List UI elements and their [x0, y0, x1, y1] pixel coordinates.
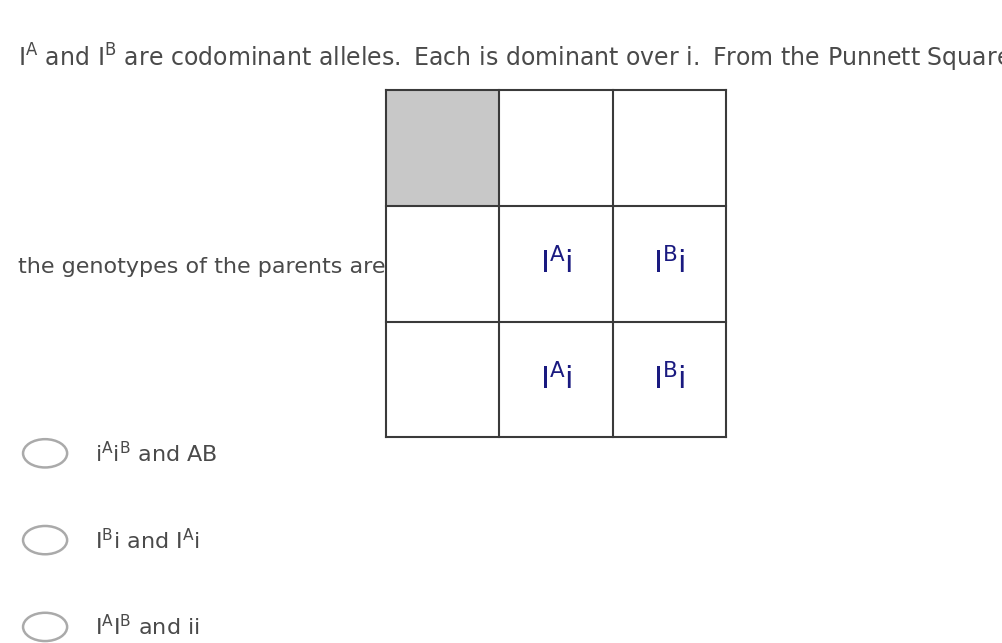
Text: $\mathdefault{I}^{\mathdefault{A}}\mathdefault{i}$: $\mathdefault{I}^{\mathdefault{A}}\mathd…: [540, 363, 572, 395]
Text: $\mathrm{I}^{\mathrm{A}}\mathrm{I}^{\mathrm{B}}\ \mathrm{and\ ii}$: $\mathrm{I}^{\mathrm{A}}\mathrm{I}^{\mat…: [95, 614, 199, 640]
Text: $\mathdefault{I}^{\mathdefault{B}}\mathdefault{i}$: $\mathdefault{I}^{\mathdefault{B}}\mathd…: [653, 363, 686, 395]
Text: the genotypes of the parents are: the genotypes of the parents are: [18, 257, 386, 277]
Bar: [386, 90, 499, 206]
Text: $\mathdefault{I}^{\mathdefault{B}}\mathdefault{i}$: $\mathdefault{I}^{\mathdefault{B}}\mathd…: [653, 248, 686, 280]
Text: $\mathrm{i}^{\mathrm{A}}\mathrm{i}^{\mathrm{B}}\ \mathrm{and\ AB}$: $\mathrm{i}^{\mathrm{A}}\mathrm{i}^{\mat…: [95, 440, 217, 466]
Text: $\mathrm{I}^{\mathrm{A}}\ \mathrm{and}\ \mathrm{I}^{\mathrm{B}}\ \mathrm{are\ co: $\mathrm{I}^{\mathrm{A}}\ \mathrm{and}\ …: [18, 42, 1002, 74]
Text: $\mathdefault{I}^{\mathdefault{A}}\mathdefault{i}$: $\mathdefault{I}^{\mathdefault{A}}\mathd…: [540, 248, 572, 280]
Text: $\mathrm{I}^{\mathrm{B}}\mathrm{i\ and\ I}^{\mathrm{A}}\mathrm{i}$: $\mathrm{I}^{\mathrm{B}}\mathrm{i\ and\ …: [95, 527, 199, 553]
